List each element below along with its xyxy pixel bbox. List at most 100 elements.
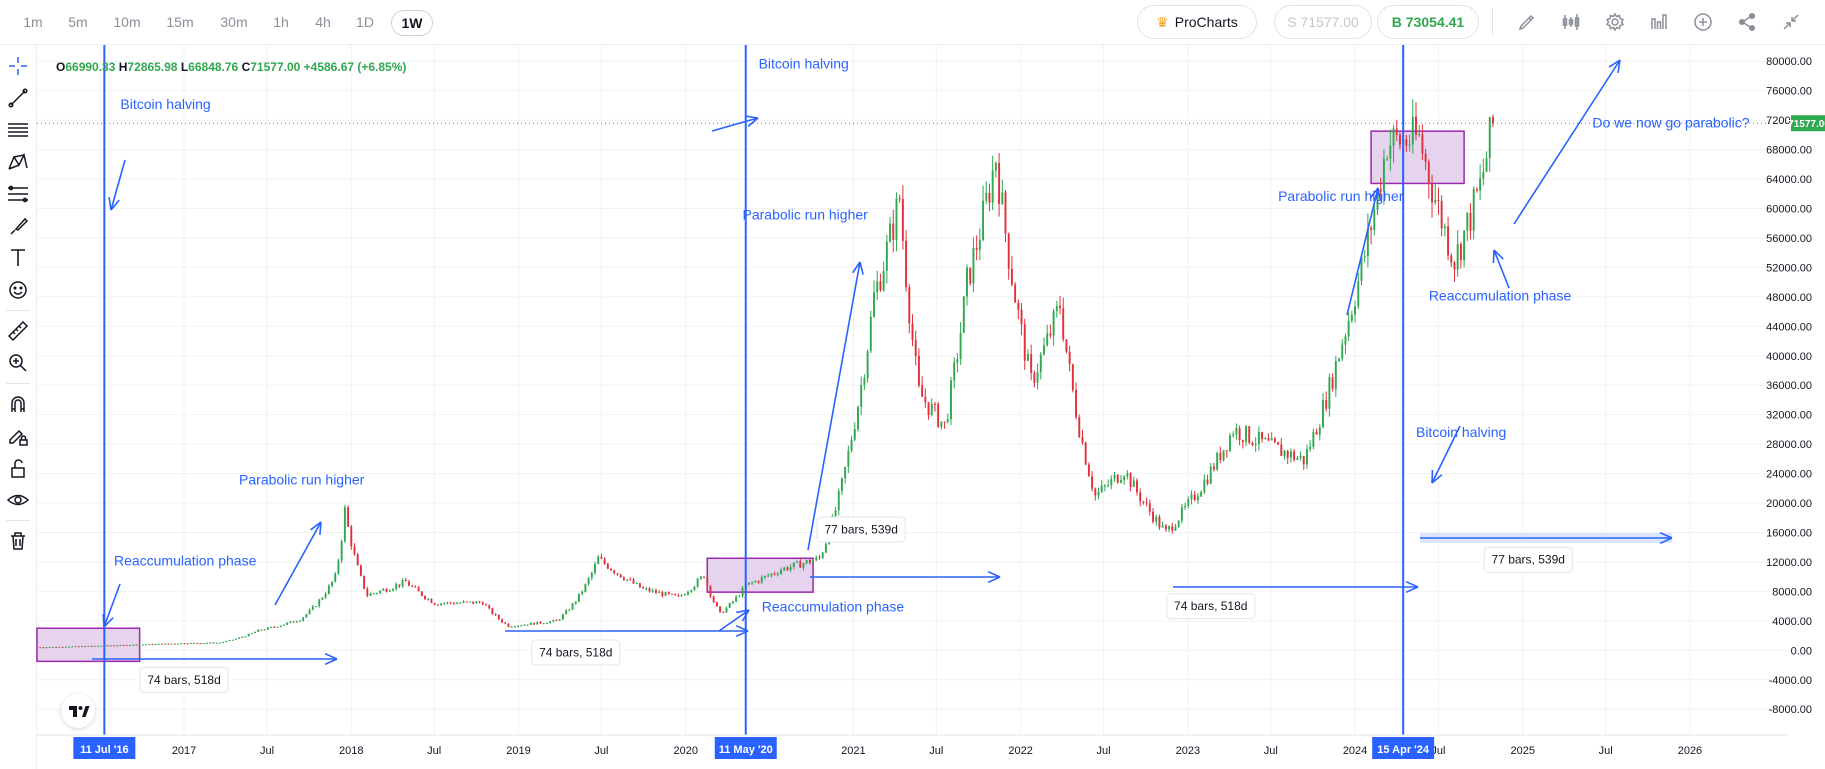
- candle-body: [1158, 516, 1161, 528]
- candle-body: [1068, 351, 1071, 365]
- timeframe-4h[interactable]: 4h: [315, 14, 331, 30]
- annotation-text: Bitcoin halving: [120, 96, 210, 112]
- candle-body: [289, 621, 292, 623]
- buy-button[interactable]: B 73054.41: [1377, 5, 1479, 39]
- candle-body: [850, 439, 853, 451]
- candle-body: [597, 556, 600, 565]
- price-tick-label: 12000.00: [1766, 557, 1812, 569]
- candle-body: [436, 604, 439, 606]
- candle-body: [138, 644, 141, 646]
- range-projection-arrow-head: [1405, 586, 1419, 594]
- candle-body: [388, 590, 391, 592]
- add-icon[interactable]: [1691, 10, 1715, 34]
- crosshair-icon[interactable]: [5, 53, 31, 79]
- timeframe-15m[interactable]: 15m: [166, 14, 194, 30]
- ruler-icon[interactable]: [5, 318, 31, 344]
- candle-body: [648, 588, 651, 592]
- zoom-in-icon[interactable]: [5, 350, 31, 376]
- horizontal-lines-icon[interactable]: [5, 117, 31, 143]
- magnet-icon[interactable]: [5, 391, 31, 417]
- brush-icon[interactable]: [5, 213, 31, 239]
- trash-icon[interactable]: [5, 528, 31, 554]
- candle-body: [622, 577, 625, 581]
- candle-body: [1450, 255, 1453, 263]
- candle-body: [270, 626, 273, 628]
- range-projection-arrow-head: [324, 658, 338, 666]
- candle-body: [1245, 426, 1247, 443]
- top-toolbar: 1m 5m 10m 15m 30m 1h 4h 1D 1W ♛ ProCharts S 71577…: [0, 0, 1825, 45]
- tradingview-logo[interactable]: [61, 694, 95, 728]
- unlock-icon[interactable]: [5, 455, 31, 481]
- timeframe-5m[interactable]: 5m: [68, 14, 88, 30]
- sell-button[interactable]: S 71577.00: [1274, 5, 1372, 39]
- trend-line-icon[interactable]: [5, 85, 31, 111]
- candle-body: [908, 287, 911, 324]
- candle-body: [651, 590, 654, 592]
- candle-body: [122, 644, 125, 646]
- arrow-drawing-head: [310, 521, 322, 531]
- range-info-label: 74 bars, 518d: [539, 646, 612, 660]
- fib-icon[interactable]: [5, 181, 31, 207]
- candle-body: [1395, 128, 1398, 135]
- candle-body: [626, 579, 629, 581]
- candle-body: [321, 597, 324, 600]
- candle-body: [369, 593, 372, 596]
- draw-icon[interactable]: [1515, 10, 1539, 34]
- timeframe-1D[interactable]: 1D: [356, 14, 374, 30]
- candle-body: [603, 558, 606, 564]
- candle-body: [895, 198, 898, 240]
- rectangle-drawing: [1370, 130, 1465, 185]
- annotation-text: Bitcoin halving: [1416, 424, 1506, 440]
- candle-body: [956, 359, 959, 363]
- lock-draw-icon[interactable]: [5, 423, 31, 449]
- price-axis-bg: [1789, 45, 1825, 735]
- fullscreen-icon[interactable]: [1779, 10, 1803, 34]
- candle-body: [100, 645, 103, 647]
- candle-body: [1357, 280, 1360, 307]
- eye-icon[interactable]: [5, 487, 31, 513]
- candle-body: [257, 629, 260, 632]
- candle-body: [1116, 474, 1119, 483]
- candle-body: [1437, 199, 1440, 202]
- candle-body: [606, 563, 609, 569]
- indicators-icon[interactable]: [1559, 10, 1583, 34]
- pattern-icon[interactable]: [5, 149, 31, 175]
- settings-icon[interactable]: [1603, 10, 1627, 34]
- candle-body: [600, 556, 603, 559]
- candle-body: [465, 601, 468, 603]
- candle-body: [279, 625, 282, 627]
- candle-body: [363, 575, 366, 589]
- timeframe-10m[interactable]: 10m: [113, 14, 141, 30]
- candle-body: [395, 584, 398, 589]
- timeframe-1W[interactable]: 1W: [391, 10, 433, 36]
- candle-body: [574, 601, 577, 604]
- chart-type-icon[interactable]: [1647, 10, 1671, 34]
- annotation-text: Reaccumulation phase: [1429, 288, 1572, 304]
- candle-body: [241, 636, 244, 638]
- candle-body: [382, 589, 385, 591]
- text-tool-icon[interactable]: [5, 245, 31, 271]
- candle-body: [937, 403, 940, 427]
- candle-body: [1389, 145, 1392, 159]
- candle-body: [1415, 116, 1417, 135]
- share-icon[interactable]: [1735, 10, 1759, 34]
- timeframe-1m[interactable]: 1m: [23, 14, 43, 30]
- candle-body: [485, 604, 487, 606]
- candle-body: [972, 247, 975, 284]
- candle-body: [1382, 158, 1385, 192]
- candle-body: [1238, 428, 1241, 441]
- candle-body: [295, 621, 298, 623]
- procharts-button[interactable]: ♛ ProCharts: [1137, 5, 1257, 39]
- candle-body: [847, 450, 850, 468]
- timeframe-1h[interactable]: 1h: [273, 14, 289, 30]
- timeframe-30m[interactable]: 30m: [220, 14, 248, 30]
- time-tick-label: Jul: [260, 745, 274, 757]
- candle-body: [619, 574, 622, 578]
- candle-body: [844, 467, 847, 479]
- price-tick-label: 44000.00: [1766, 321, 1812, 333]
- emoji-icon[interactable]: [5, 277, 31, 303]
- candle-body: [260, 629, 263, 631]
- candle-body: [52, 646, 54, 648]
- candle-body: [1466, 212, 1469, 231]
